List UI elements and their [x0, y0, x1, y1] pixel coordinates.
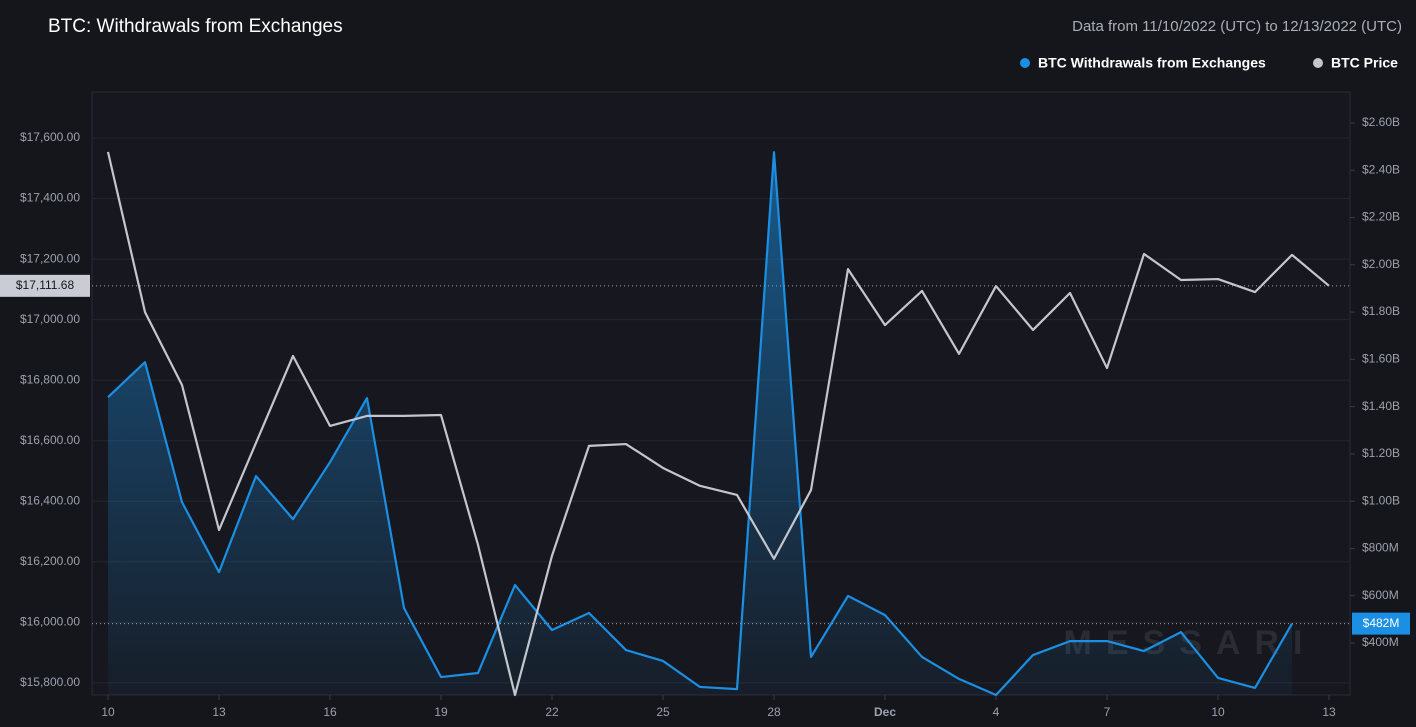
- chart-title: BTC: Withdrawals from Exchanges: [48, 16, 343, 37]
- legend-label: BTC Price: [1331, 55, 1398, 71]
- x-tick-label: Dec: [874, 705, 896, 719]
- y-tick-label: $16,800.00: [20, 372, 80, 386]
- y-tick-label: $16,200.00: [20, 554, 80, 568]
- y-tick-label: $16,600.00: [20, 433, 80, 447]
- marker-label: $17,111.68: [16, 278, 75, 292]
- y2-tick-label: $2.60B: [1362, 115, 1400, 129]
- x-tick-label: 4: [993, 705, 1000, 719]
- y2-tick-label: $600M: [1362, 588, 1399, 602]
- legend-swatch: [1313, 58, 1323, 68]
- y-tick-label: $16,400.00: [20, 493, 80, 507]
- chart-subtitle: Data from 11/10/2022 (UTC) to 12/13/2022…: [1072, 18, 1402, 35]
- x-tick-label: 25: [656, 705, 670, 719]
- y-tick-label: $15,800.00: [20, 675, 80, 689]
- x-tick-label: 10: [1211, 705, 1225, 719]
- y2-tick-label: $1.40B: [1362, 399, 1400, 413]
- marker-label: $482M: [1363, 616, 1400, 630]
- x-tick-label: 13: [1322, 705, 1336, 719]
- line: [106, 151, 1330, 697]
- x-tick-label: 28: [767, 705, 781, 719]
- marker-box: [0, 274, 90, 297]
- y2-tick-label: $2.40B: [1362, 162, 1400, 176]
- y-tick-label: $17,600.00: [20, 130, 80, 144]
- legend-swatch: [1020, 58, 1030, 68]
- y-tick-label: $16,000.00: [20, 615, 80, 629]
- y-tick-label: $17,000.00: [20, 312, 80, 326]
- y2-tick-label: $1.60B: [1362, 352, 1400, 366]
- y2-tick-label: $1.00B: [1362, 493, 1400, 507]
- x-tick-label: 7: [1104, 705, 1111, 719]
- line: [107, 151, 1293, 697]
- y2-tick-label: $1.80B: [1362, 304, 1400, 318]
- y2-tick-label: $2.00B: [1362, 257, 1400, 271]
- y2-tick-label: $800M: [1362, 541, 1399, 555]
- marker-box: [1352, 612, 1410, 635]
- y2-tick-label: $1.20B: [1362, 446, 1400, 460]
- legend-label: BTC Withdrawals from Exchanges: [1038, 55, 1266, 71]
- y2-tick-label: $2.20B: [1362, 210, 1400, 224]
- y-tick-label: $17,400.00: [20, 191, 80, 205]
- y2-tick-label: $400M: [1362, 635, 1399, 649]
- y-tick-label: $17,200.00: [20, 251, 80, 265]
- x-tick-label: 13: [212, 705, 226, 719]
- area: [108, 152, 1292, 695]
- x-tick-label: 22: [545, 705, 559, 719]
- x-tick-label: 10: [101, 705, 115, 719]
- x-tick-label: 16: [323, 705, 337, 719]
- x-tick-label: 19: [434, 705, 448, 719]
